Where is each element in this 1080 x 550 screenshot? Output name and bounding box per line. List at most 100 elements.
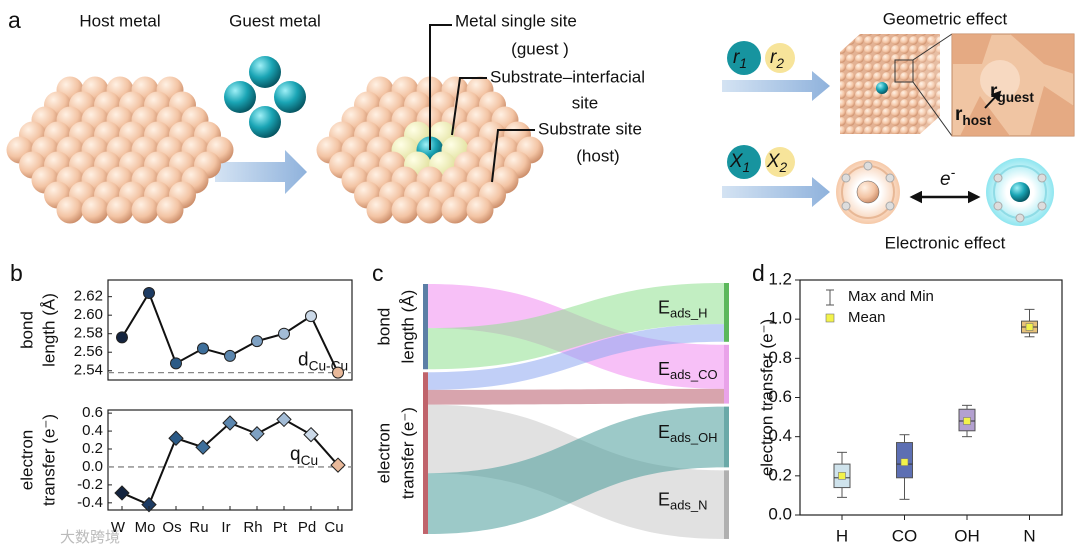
- callout: Metal single site: [455, 11, 577, 30]
- marker: [168, 430, 184, 446]
- label: rhost: [955, 104, 992, 128]
- label-sub: ads_H: [670, 306, 707, 321]
- label: X2: [766, 151, 788, 175]
- label-sub: guest: [997, 90, 1034, 105]
- y-axis-label: transfer (e⁻): [39, 414, 58, 506]
- marker: [278, 327, 290, 340]
- guest-sphere: [249, 106, 281, 138]
- marker: [305, 310, 317, 323]
- node: [423, 284, 428, 370]
- flow: [428, 406, 724, 534]
- node-label: transfer (e⁻): [398, 407, 417, 499]
- y-tick-label: -0.2: [77, 476, 103, 493]
- legend-symbol: [825, 313, 835, 323]
- y-tick-label: 0.6: [768, 387, 792, 406]
- r2-ball: [765, 43, 795, 73]
- label-main: E: [658, 359, 670, 379]
- marker: [195, 439, 211, 455]
- flow: [428, 324, 724, 390]
- sphere: [131, 196, 159, 224]
- label: X1: [729, 151, 750, 175]
- x1-ball: [727, 145, 761, 179]
- axes-frame: [107, 279, 353, 381]
- label-main: E: [658, 489, 670, 509]
- diagram-art: [6, 24, 1075, 226]
- y-axis-label: bond: [17, 311, 36, 349]
- r1-ball: [727, 41, 761, 75]
- y-tick-label: 2.54: [74, 362, 103, 379]
- label: Eads_CO: [658, 359, 718, 383]
- label-main: X: [729, 151, 744, 172]
- label: e-: [940, 165, 956, 190]
- y-tick-label: 0.0: [82, 458, 103, 475]
- marker: [303, 426, 319, 443]
- marker: [224, 349, 236, 362]
- x-tick-label: Pd: [298, 519, 316, 536]
- callout-line: [491, 129, 535, 183]
- label-sub: 2: [775, 56, 784, 71]
- x-tick-label: Ru: [189, 519, 208, 536]
- y-tick-label: 0.6: [82, 404, 103, 421]
- legend-label: Max and Min: [848, 288, 934, 305]
- sphere: [416, 196, 444, 224]
- label-sub: 1: [743, 160, 751, 175]
- x-tick-label: OH: [954, 526, 980, 545]
- y-tick-label: 0.4: [768, 426, 792, 445]
- label-main: r: [990, 81, 998, 102]
- panel-label: c: [372, 260, 384, 286]
- y-tick-label: 0.0: [768, 504, 792, 523]
- cube: [840, 33, 1075, 137]
- mean: [963, 417, 971, 425]
- sphere: [441, 196, 469, 224]
- y-axis-label: electron transfer (e⁻): [757, 319, 776, 476]
- x-tick-label: N: [1023, 526, 1035, 545]
- marker: [276, 411, 292, 428]
- label: Eads_H: [658, 297, 707, 321]
- marker: [116, 331, 128, 344]
- sphere: [106, 196, 134, 224]
- y-tick-label: 1.0: [768, 309, 792, 328]
- panel-label: a: [8, 7, 21, 33]
- y-tick-label: -0.4: [77, 494, 103, 511]
- sphere: [156, 196, 184, 224]
- marker: [143, 286, 155, 299]
- y-tick-label: 0.4: [82, 422, 103, 439]
- node: [423, 372, 428, 534]
- callout: Substrate site: [538, 119, 642, 138]
- x-tick-label: Pt: [273, 519, 288, 536]
- y-tick-label: 2.58: [74, 325, 103, 342]
- sphere: [466, 196, 494, 224]
- label: r2: [770, 47, 784, 71]
- y-axis-label: electron: [17, 430, 36, 490]
- y-tick-label: 0.2: [768, 465, 792, 484]
- label: rguest: [990, 81, 1034, 105]
- node-label: bond: [374, 308, 393, 346]
- label-main: q: [290, 444, 301, 465]
- mean: [900, 458, 909, 466]
- label-main: d: [298, 350, 309, 371]
- label: qCu: [290, 444, 318, 468]
- callout: (host): [576, 146, 619, 165]
- node: [724, 283, 729, 342]
- marker: [251, 335, 263, 348]
- sphere: [56, 196, 84, 224]
- sphere: [391, 196, 419, 224]
- label-sub: host: [962, 113, 991, 128]
- label-sub: ads_CO: [670, 368, 718, 383]
- guest-label: Guest metal: [229, 11, 321, 30]
- x-tick-label: Ir: [221, 519, 230, 536]
- electronic-label: Electronic effect: [885, 233, 1006, 252]
- marker: [170, 357, 182, 370]
- atoms: [836, 158, 1054, 226]
- label: Eads_N: [658, 489, 707, 513]
- x-tick-label: W: [111, 519, 126, 536]
- x-tick-label: Os: [162, 519, 181, 536]
- label-main: E: [658, 422, 670, 442]
- marker: [197, 342, 209, 355]
- legend-label: Mean: [848, 309, 886, 326]
- flow: [428, 283, 724, 370]
- label-sup: -: [951, 165, 956, 180]
- sphere: [81, 196, 109, 224]
- label-main: r: [733, 47, 740, 68]
